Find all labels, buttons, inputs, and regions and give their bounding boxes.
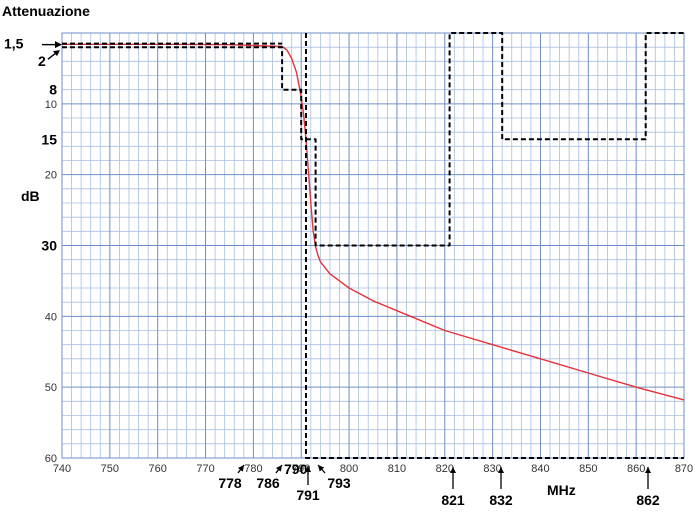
y-marker-label: 2 — [38, 53, 46, 69]
x-tick-label: 810 — [388, 463, 406, 475]
major-grid — [61, 32, 685, 459]
x-marker-label: 793 — [327, 475, 351, 491]
arrow-head-icon — [53, 50, 60, 57]
x-tick-label: 870 — [675, 463, 693, 475]
x-tick-label: 750 — [101, 463, 119, 475]
y-tick-label: 10 — [45, 99, 57, 111]
x-tick-label: 740 — [53, 463, 71, 475]
x-tick-label: 760 — [149, 463, 167, 475]
x-marker-label: 862 — [636, 492, 660, 508]
series-layer — [62, 32, 685, 459]
arrow-head-icon — [276, 465, 282, 472]
arrow-head-icon — [450, 467, 456, 473]
x-marker-label: 790 — [284, 461, 308, 477]
y-marker-label: 1,5 — [4, 36, 24, 52]
mask-line — [62, 32, 684, 247]
x-marker-label: 778 — [218, 475, 242, 491]
x-tick-label: 830 — [483, 463, 501, 475]
filter-response-line — [62, 43, 685, 401]
arrow-head-icon — [55, 41, 62, 49]
x-marker-label: 821 — [441, 492, 465, 508]
y-marker-label: 8 — [49, 82, 57, 98]
x-marker-label: 791 — [296, 487, 320, 503]
x-tick-label: 840 — [531, 463, 549, 475]
x-marker-label: 786 — [256, 475, 280, 491]
arrow-head-icon — [238, 465, 244, 472]
x-tick-label: 800 — [340, 463, 358, 475]
y-tick-label: 60 — [45, 453, 57, 465]
x-tick-label: 820 — [436, 463, 454, 475]
arrow-head-icon — [318, 465, 325, 472]
x-tick-label: 780 — [244, 463, 262, 475]
x-tick-label: 770 — [196, 463, 214, 475]
x-axis-label: MHz — [547, 482, 576, 498]
y-marker-label: 30 — [41, 238, 57, 254]
y-marker-label: 15 — [41, 131, 57, 147]
x-marker-label: 832 — [489, 492, 513, 508]
chart-title: Attenuazione — [2, 3, 90, 19]
x-tick-labels: 740 750 760 770 780 790 800 810 820 830 840 850 860 8… — [53, 463, 693, 475]
x-tick-label: 860 — [627, 463, 645, 475]
y-markers: 1,5 28 15 30 — [4, 36, 62, 254]
x-tick-label: 850 — [579, 463, 597, 475]
y-tick-labels: 10 20 40 50 60 — [45, 99, 57, 465]
y-tick-label: 40 — [45, 311, 57, 323]
y-tick-label: 20 — [45, 170, 57, 182]
y-axis-label: dB — [21, 188, 40, 204]
arrow-head-icon — [498, 467, 504, 473]
arrow-head-icon — [645, 467, 651, 473]
mask-line — [305, 33, 684, 459]
arrow-head-icon — [305, 466, 311, 472]
y-tick-label: 50 — [45, 382, 57, 394]
